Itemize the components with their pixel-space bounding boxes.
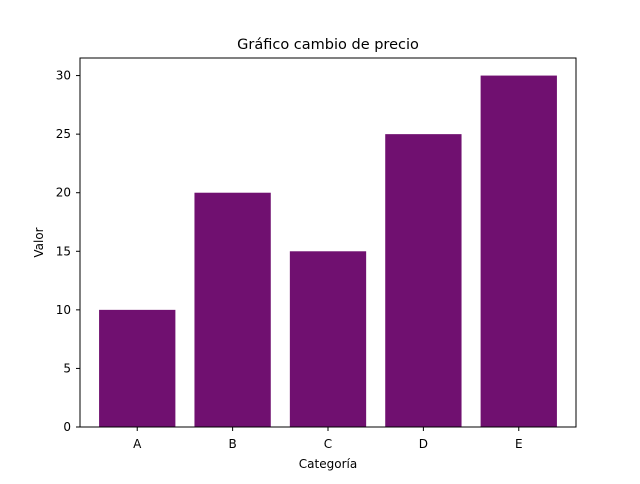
y-axis-label: Valor	[32, 227, 46, 257]
x-axis-label: Categoría	[299, 457, 357, 471]
x-tick-label-a: A	[133, 437, 142, 451]
bar-c	[289, 251, 367, 427]
y-tick-label-10: 10	[56, 303, 71, 317]
bar-e	[480, 75, 557, 428]
x-tick-label-b: B	[228, 437, 236, 451]
y-axis: 0 5 10 15 20 25 30	[56, 69, 80, 434]
y-tick-label-5: 5	[63, 361, 71, 375]
y-tick-label-25: 25	[56, 127, 71, 141]
bars-group	[99, 75, 557, 428]
bar-d	[385, 134, 462, 427]
x-tick-label-d: D	[419, 437, 428, 451]
y-tick-label-20: 20	[56, 186, 71, 200]
y-tick-label-0: 0	[63, 420, 71, 434]
x-tick-label-e: E	[515, 437, 523, 451]
chart-title: Gráfico cambio de precio	[237, 37, 419, 53]
plot-frame	[79, 57, 577, 428]
x-axis: A B C D E	[133, 427, 523, 451]
x-tick-label-c: C	[324, 437, 332, 451]
y-tick-label-30: 30	[56, 69, 71, 83]
bar-a	[99, 309, 176, 427]
bar-b	[194, 192, 271, 427]
y-tick-label-15: 15	[56, 244, 71, 258]
